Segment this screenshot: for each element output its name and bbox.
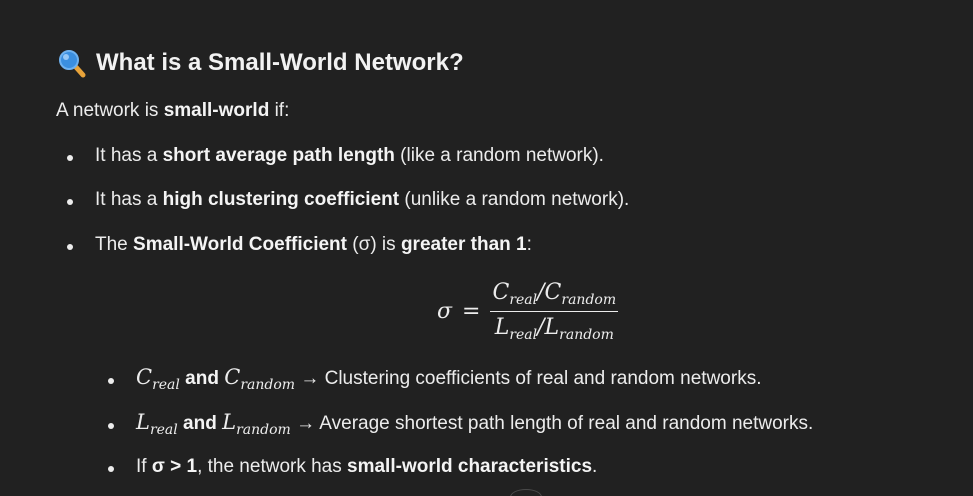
list-item: Creal and Crandom → Clustering coefficie… [136, 365, 762, 393]
intro-text: A network is small-world if: [56, 100, 290, 121]
bullet-dot [108, 423, 114, 429]
bullet-dot [108, 466, 114, 472]
bullet-dot [108, 378, 114, 384]
fraction-bar [490, 311, 619, 312]
formula-numerator: Creal/Crandom [492, 280, 617, 308]
formula-equals: = [462, 299, 481, 324]
list-item: Lreal and Lrandom → Average shortest pat… [136, 410, 814, 438]
scroll-down-button[interactable] [510, 489, 542, 496]
formula-denominator: Lreal/Lrandom [494, 315, 614, 343]
list-item: If σ > 1, the network has small-world ch… [136, 456, 598, 477]
formula-sigma: σ [437, 299, 453, 324]
heading-title: What is a Small-World Network? [96, 49, 464, 76]
formula-fraction: Creal/Crandom Lreal/Lrandom [490, 280, 619, 343]
list-item: It has a high clustering coefficient (un… [95, 189, 630, 210]
list-item: It has a short average path length (like… [95, 145, 604, 166]
section-heading: What is a Small-World Network? [58, 48, 464, 78]
list-item: The Small-World Coefficient (σ) is great… [95, 234, 532, 255]
bullet-dot [67, 155, 73, 161]
bullet-dot [67, 244, 73, 250]
magnifying-glass-icon [59, 50, 86, 78]
bullet-dot [67, 199, 73, 205]
small-world-coefficient-formula: σ = Creal/Crandom Lreal/Lrandom [437, 280, 619, 343]
